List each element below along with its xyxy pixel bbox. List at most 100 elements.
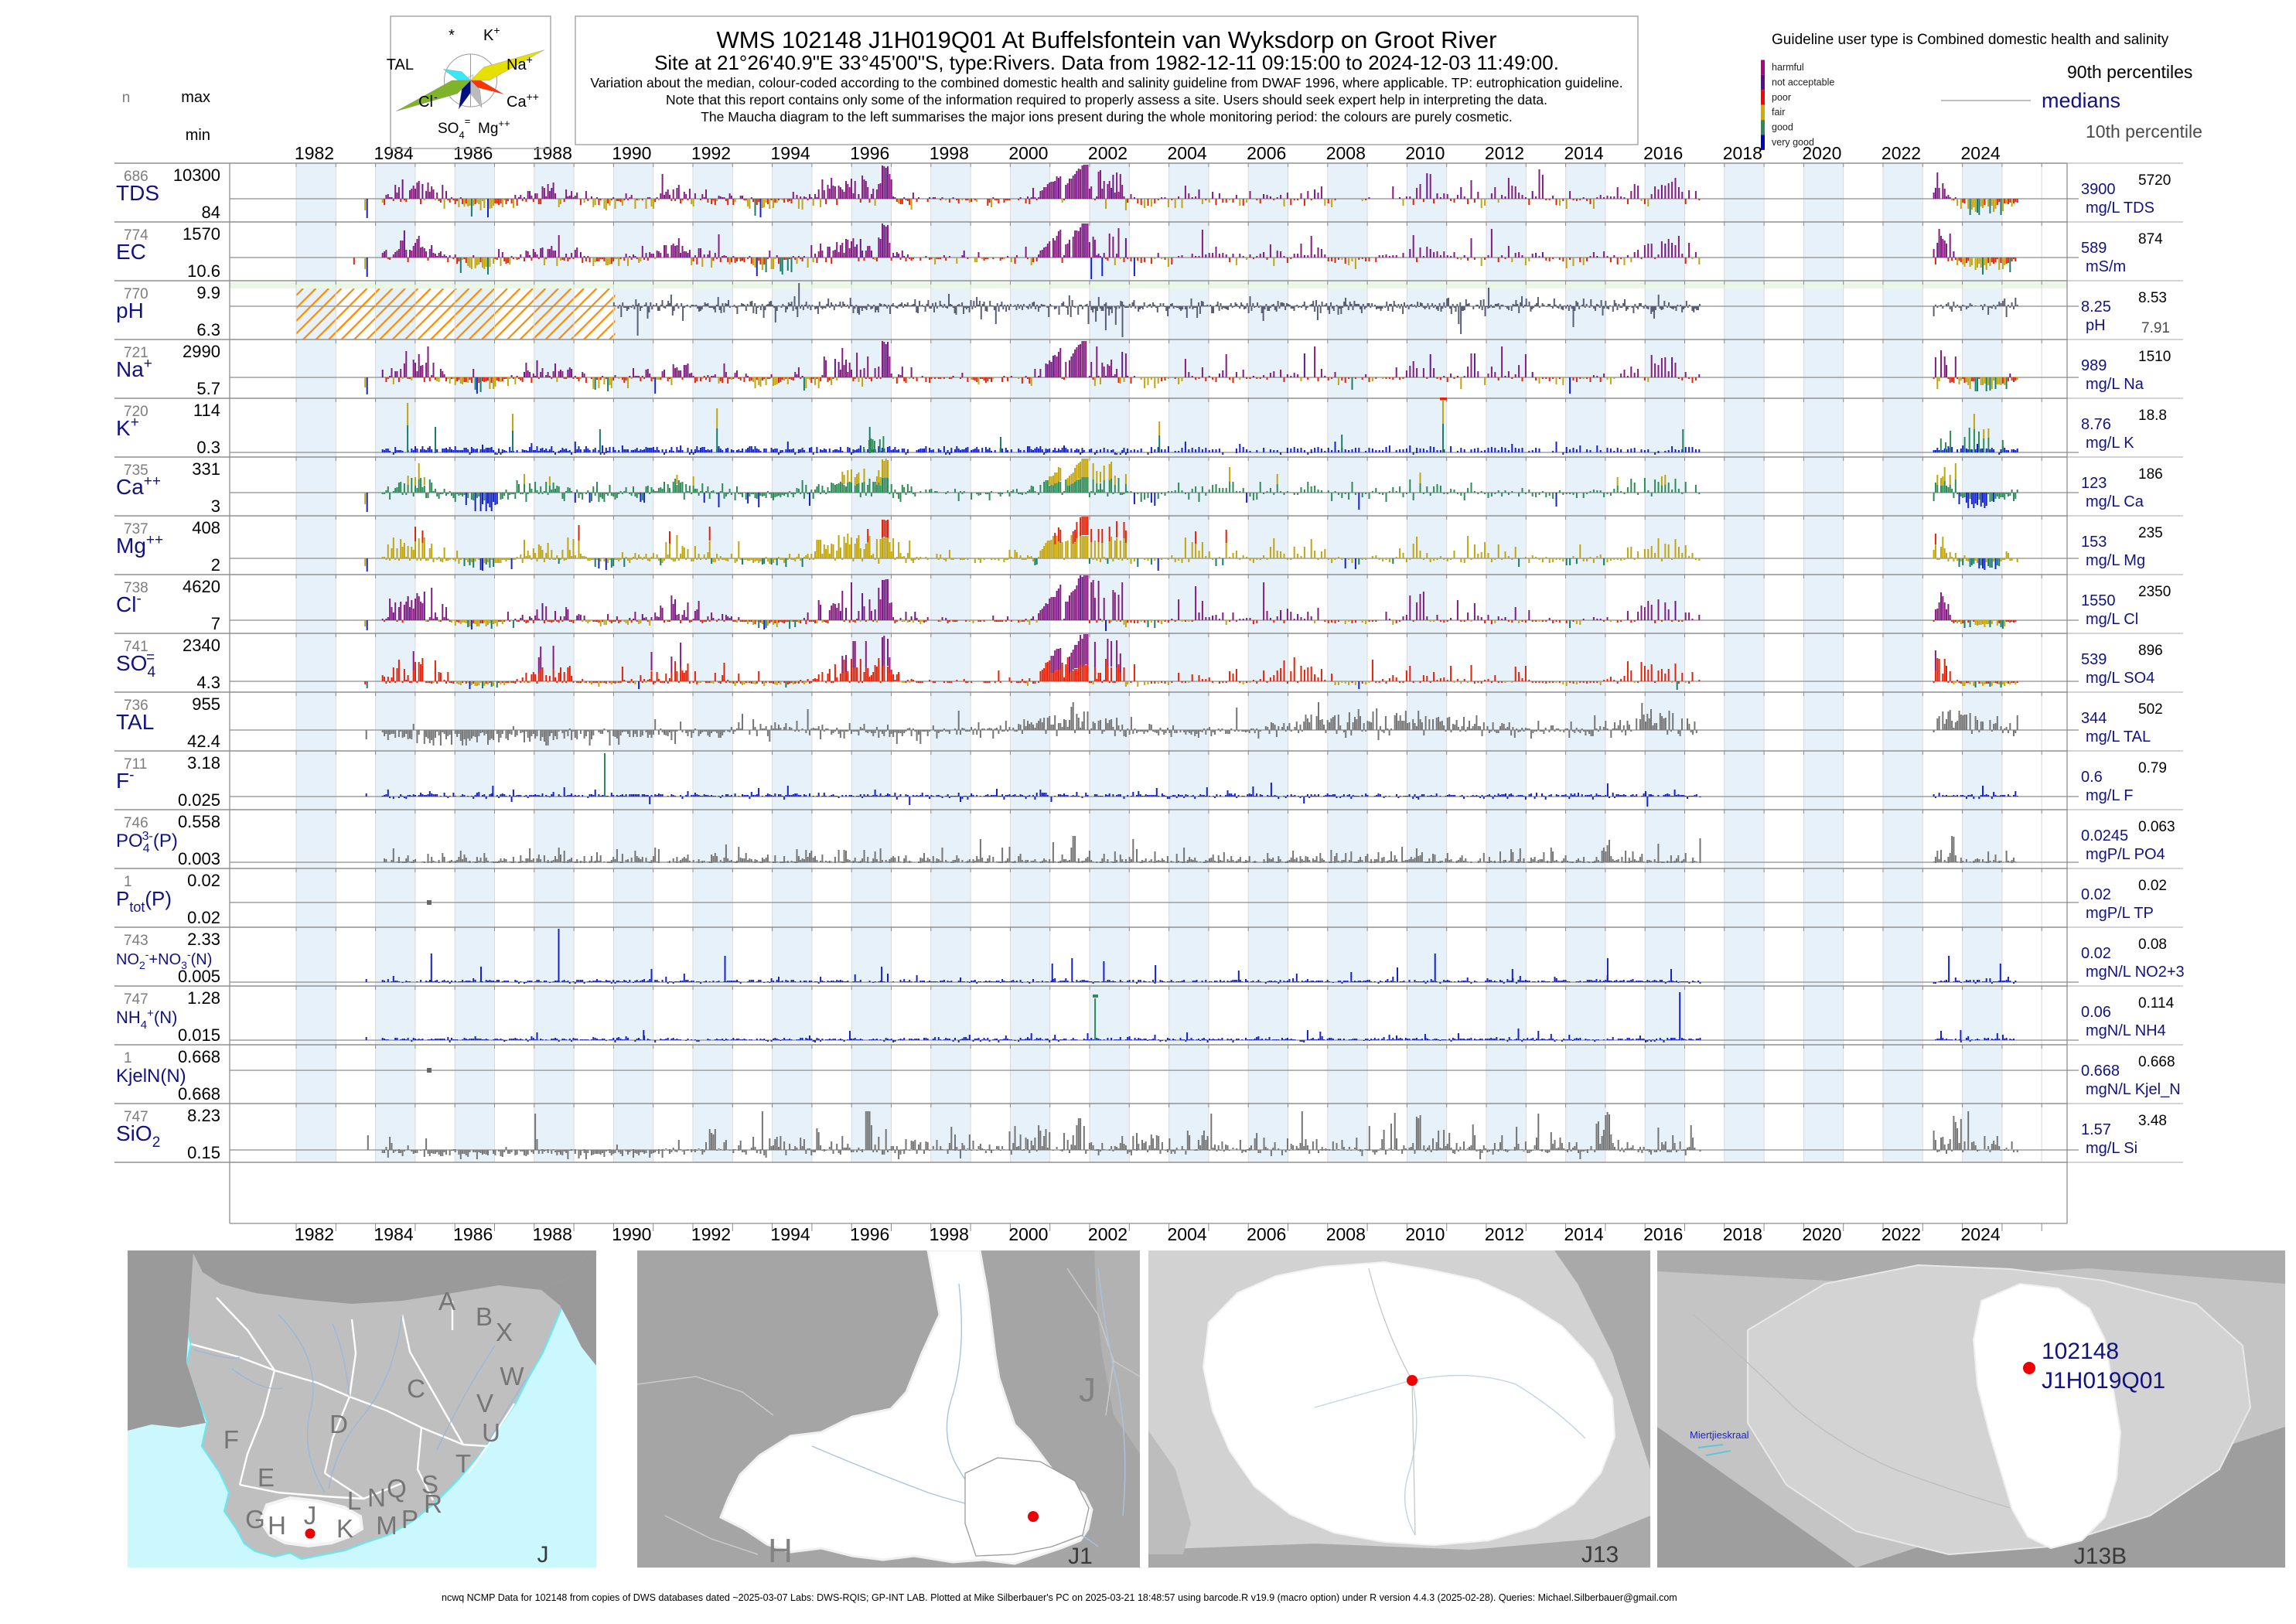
svg-text:1990: 1990	[612, 143, 651, 163]
svg-text:1986: 1986	[453, 1224, 493, 1244]
svg-text:medians: medians	[2042, 89, 2120, 112]
svg-text:102148: 102148	[2042, 1339, 2119, 1364]
svg-text:741: 741	[124, 639, 148, 655]
svg-text:9.9: 9.9	[196, 283, 220, 302]
svg-text:1990: 1990	[612, 1224, 651, 1244]
svg-text:235: 235	[2138, 525, 2163, 541]
svg-text:Variation about the median, c: Variation about the median, colour-coded…	[590, 75, 1622, 90]
svg-text:721: 721	[124, 345, 148, 361]
svg-text:0.005: 0.005	[178, 967, 220, 986]
svg-text:10th percentile: 10th percentile	[2086, 121, 2202, 142]
svg-text:*: *	[449, 27, 455, 44]
svg-text:mgP/L PO4: mgP/L PO4	[2086, 846, 2165, 863]
svg-text:2350: 2350	[2138, 584, 2171, 600]
svg-text:1: 1	[124, 874, 132, 890]
svg-text:10300: 10300	[173, 165, 220, 185]
svg-text:1982: 1982	[295, 1224, 334, 1244]
svg-text:90th percentiles: 90th percentiles	[2067, 62, 2192, 82]
svg-text:2010: 2010	[1405, 143, 1445, 163]
svg-text:ncwq NCMP Data for 102148 from: ncwq NCMP Data for 102148 from copies of…	[442, 1592, 1677, 1603]
svg-text:2008: 2008	[1326, 143, 1366, 163]
svg-text:42.4: 42.4	[187, 732, 220, 751]
svg-text:2.33: 2.33	[187, 930, 220, 949]
svg-text:1988: 1988	[533, 143, 572, 163]
svg-text:Guideline user type is Combine: Guideline user type is Combined domestic…	[1772, 32, 2169, 48]
svg-text:J13: J13	[1581, 1542, 1619, 1568]
svg-text:J1H019Q01: J1H019Q01	[2042, 1368, 2165, 1394]
svg-text:U: U	[482, 1418, 500, 1447]
svg-text:Q: Q	[387, 1474, 407, 1503]
svg-text:W: W	[500, 1362, 524, 1390]
svg-text:2: 2	[211, 555, 220, 575]
svg-text:TAL: TAL	[116, 710, 154, 734]
svg-text:3.18: 3.18	[187, 753, 220, 773]
svg-text:J1: J1	[1068, 1544, 1093, 1569]
svg-text:2010: 2010	[1405, 1224, 1445, 1244]
svg-text:989: 989	[2081, 357, 2107, 374]
svg-text:X: X	[496, 1318, 513, 1346]
svg-text:pH: pH	[116, 299, 144, 322]
svg-text:2024: 2024	[1961, 1224, 2001, 1244]
svg-text:harmful: harmful	[1772, 62, 1804, 73]
svg-text:4620: 4620	[183, 577, 220, 596]
svg-text:0.6: 0.6	[2081, 769, 2103, 786]
svg-text:1998: 1998	[930, 143, 969, 163]
svg-text:The Maucha diagram to the left: The Maucha diagram to the left summarise…	[701, 109, 1513, 125]
svg-text:-: -	[434, 90, 438, 103]
svg-text:0.02: 0.02	[2081, 886, 2111, 903]
svg-text:0.02: 0.02	[2081, 945, 2111, 962]
svg-text:0.668: 0.668	[2138, 1054, 2175, 1070]
svg-text:B: B	[476, 1302, 493, 1331]
svg-text:very good: very good	[1772, 137, 1814, 148]
svg-text:H: H	[768, 1532, 793, 1570]
svg-text:2014: 2014	[1564, 1224, 1604, 1244]
svg-text:F: F	[223, 1425, 239, 1454]
svg-text:J: J	[1079, 1371, 1096, 1409]
svg-text:0.15: 0.15	[187, 1143, 220, 1162]
svg-text:539: 539	[2081, 651, 2107, 668]
svg-text:1994: 1994	[771, 143, 810, 163]
svg-text:mS/m: mS/m	[2086, 258, 2126, 275]
svg-text:1992: 1992	[691, 1224, 731, 1244]
svg-text:2006: 2006	[1247, 1224, 1286, 1244]
svg-text:K+: K+	[116, 415, 139, 440]
svg-text:2004: 2004	[1168, 143, 1207, 163]
svg-text:1570: 1570	[183, 224, 220, 244]
svg-text:738: 738	[124, 580, 148, 596]
svg-text:J: J	[537, 1542, 549, 1568]
svg-text:R: R	[424, 1489, 442, 1518]
svg-text:1510: 1510	[2138, 349, 2171, 365]
svg-text:0.3: 0.3	[196, 438, 220, 457]
svg-text:mgN/L NO2+3: mgN/L NO2+3	[2086, 964, 2185, 981]
svg-text:K: K	[336, 1514, 353, 1543]
svg-text:Note that this report contains: Note that this report contains only some…	[666, 92, 1547, 107]
svg-text:2024: 2024	[1961, 143, 2001, 163]
svg-text:0.06: 0.06	[2081, 1004, 2111, 1021]
svg-text:502: 502	[2138, 701, 2163, 718]
svg-text:not acceptable: not acceptable	[1772, 77, 1834, 87]
svg-text:1550: 1550	[2081, 592, 2116, 609]
svg-text:T: T	[455, 1449, 471, 1478]
svg-text:0.063: 0.063	[2138, 819, 2175, 835]
svg-text:955: 955	[192, 694, 220, 714]
svg-text:123: 123	[2081, 475, 2107, 492]
svg-text:1996: 1996	[850, 1224, 889, 1244]
svg-text:1.57: 1.57	[2081, 1121, 2111, 1138]
svg-text:153: 153	[2081, 534, 2107, 551]
svg-text:735: 735	[124, 462, 148, 479]
svg-text:7: 7	[211, 614, 220, 633]
svg-text:0.79: 0.79	[2138, 760, 2167, 776]
svg-text:1988: 1988	[533, 1224, 572, 1244]
svg-text:E: E	[258, 1463, 275, 1492]
svg-text:pH: pH	[2086, 317, 2106, 334]
svg-text:1.28: 1.28	[187, 988, 220, 1008]
svg-text:C: C	[407, 1374, 425, 1403]
svg-text:3: 3	[211, 496, 220, 516]
svg-text:PO43-(P): PO43-(P)	[116, 830, 178, 855]
svg-text:min: min	[186, 127, 210, 144]
svg-text:poor: poor	[1772, 92, 1791, 103]
svg-text:Site at 21°26'40.9"E 33°45'00": Site at 21°26'40.9"E 33°45'00"S, type:Ri…	[654, 51, 1559, 74]
svg-text:mgP/L TP: mgP/L TP	[2086, 905, 2154, 922]
svg-text:2000: 2000	[1008, 1224, 1048, 1244]
svg-text:2016: 2016	[1643, 1224, 1683, 1244]
